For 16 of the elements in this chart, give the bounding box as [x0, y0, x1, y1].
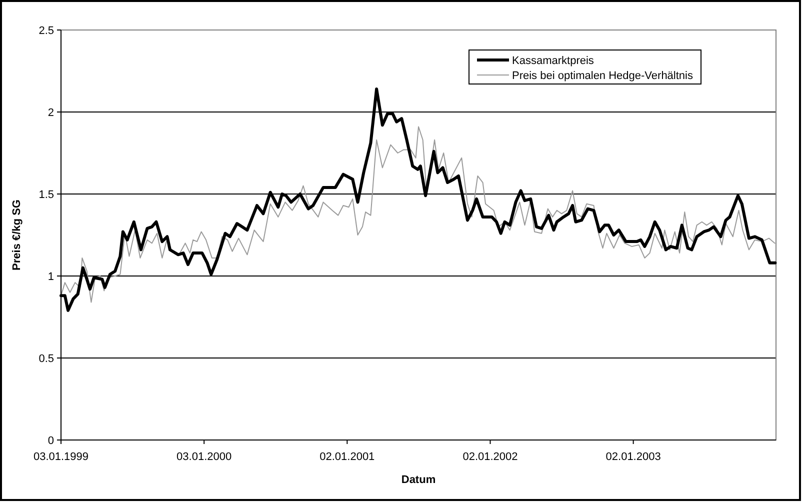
x-tick-label: 02.01.2001	[320, 451, 375, 463]
x-tick-label: 02.01.2003	[606, 451, 661, 463]
y-tick-label: 1.5	[38, 189, 54, 201]
x-tick-label: 03.01.2000	[176, 451, 232, 463]
y-tick-label: 2	[48, 107, 54, 119]
legend-label: Kassamarktpreis	[512, 55, 594, 67]
y-axis-title: Preis €/kg SG	[11, 200, 23, 270]
legend-label: Preis bei optimalen Hedge-Verhältnis	[512, 70, 694, 82]
x-tick-label: 02.01.2002	[462, 451, 518, 463]
x-tick-label: 03.01.1999	[33, 451, 89, 463]
y-tick-label: 0	[48, 435, 54, 447]
x-axis-title: Datum	[401, 474, 436, 486]
y-tick-label: 2.5	[38, 25, 54, 37]
y-tick-label: 1	[48, 271, 54, 283]
line-series	[60, 126, 776, 303]
y-tick-label: 0.5	[38, 353, 54, 365]
